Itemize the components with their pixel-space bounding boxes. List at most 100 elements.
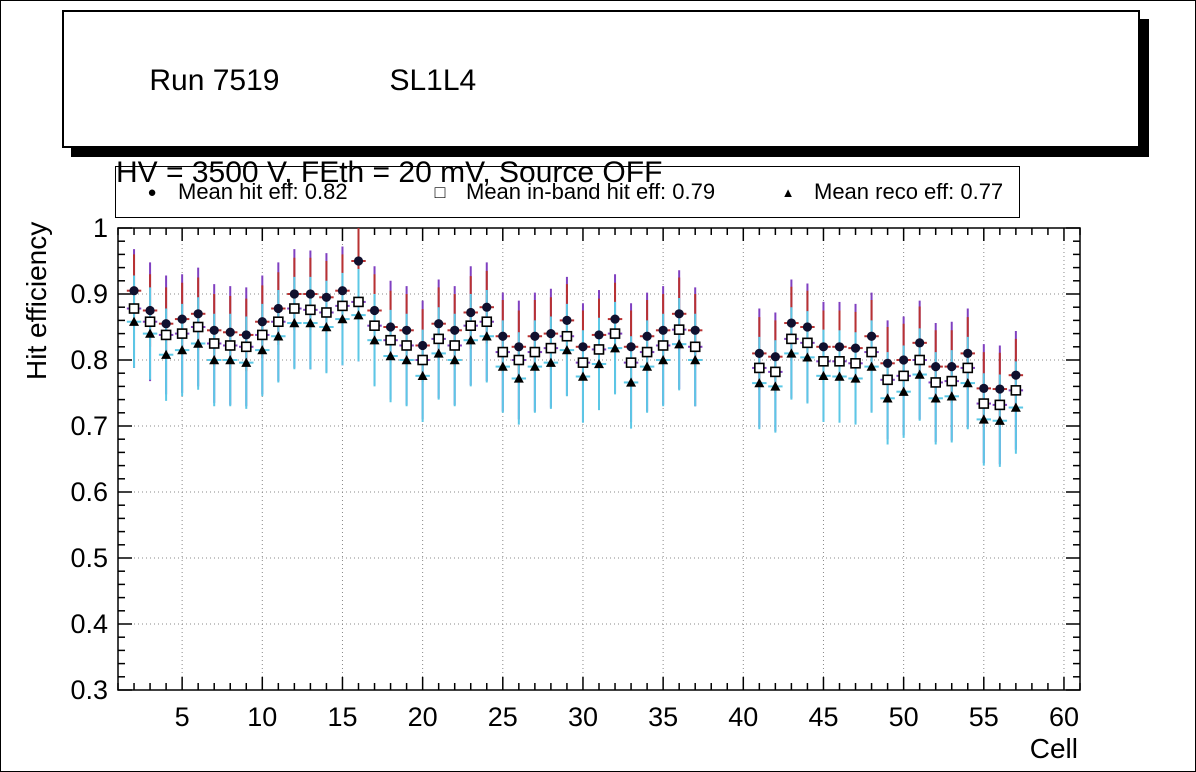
data-point-circle [770,352,780,362]
data-point-square [673,324,685,335]
data-point-triangle [898,386,909,396]
data-point-square [994,399,1006,411]
data-point-triangle [690,355,701,365]
data-point-square [1010,385,1022,396]
data-point-triangle [642,361,653,371]
data-point-triangle [930,393,941,403]
data-point-circle [385,322,396,332]
data-point-circle [899,355,909,365]
data-point-triangle [321,322,332,332]
x-tick-label: 35 [648,702,678,732]
data-point-triangle [946,391,957,401]
data-point-triangle [818,370,829,381]
data-point-circle [145,305,155,316]
data-point-triangle [273,331,284,341]
data-point-triangle [850,373,861,383]
chamber-label: SL1L4 [389,64,477,97]
data-point-circle [353,256,364,266]
data-point-circle [209,325,219,335]
data-point-triangle [529,361,540,371]
data-point-circle [434,319,444,329]
data-point-triangle [770,381,781,391]
data-point-triangle [369,335,380,345]
data-point-triangle [594,358,604,369]
data-point-triangle [1010,402,1021,412]
data-point-square [160,329,172,341]
data-point-square [866,346,877,358]
data-point-square [754,362,765,374]
data-point-square [561,330,573,342]
data-point-circle [450,325,460,335]
data-point-circle [690,325,700,335]
data-point-square [689,341,701,353]
data-point-square [224,340,236,351]
data-point-square [385,334,396,346]
x-axis-title: Cell [1030,733,1078,764]
data-point-circle [257,317,267,327]
data-point-circle [562,315,572,325]
title-box: Run 7519 SL1L4 HV = 3500 V, FEth = 20 mV,… [62,10,1140,189]
data-point-square [481,316,493,328]
data-point-square [593,344,605,355]
x-tick-label: 45 [808,702,838,732]
y-tick-label: 0.6 [70,477,108,507]
data-point-square [802,337,813,349]
data-point-triangle [449,355,460,365]
data-point-square [128,303,140,314]
data-point-triangle [658,355,669,365]
data-point-triangle [145,328,156,338]
data-point-square [144,316,156,328]
x-tick-label: 50 [889,702,919,732]
data-point-square [657,340,669,351]
data-point-triangle [545,357,556,367]
data-point-circle [610,314,620,324]
open-square-icon: □ [434,181,446,202]
data-point-triangle [417,370,428,381]
data-point-triangle [401,355,412,365]
data-point-circle [225,327,235,337]
data-point-square [930,377,942,388]
data-point-circle [530,331,540,341]
data-point-square [946,375,958,387]
data-point-circle [754,348,764,358]
data-point-square [625,357,637,368]
data-point-triangle [610,343,621,353]
data-point-circle [337,286,348,296]
data-point-triangle [289,318,300,328]
data-point-square [401,340,412,351]
data-point-circle [466,307,476,318]
x-tick-label: 20 [408,702,438,732]
title-line-1: Run 7519 SL1L4 [116,30,1138,132]
data-point-square [465,320,477,331]
data-point-triangle [257,345,268,355]
data-point-triangle [962,378,973,388]
y-tick-label: 0.5 [70,543,108,573]
data-point-circle [305,289,315,299]
data-point-circle [834,342,845,352]
filled-circle-icon: ● [147,183,157,201]
data-point-circle [947,362,957,372]
data-point-square [882,374,893,386]
data-point-square [305,304,316,316]
filled-triangle-icon: ▲ [781,184,795,200]
data-point-triangle [481,331,492,341]
data-point-circle [402,325,412,335]
data-point-circle [546,329,556,339]
data-point-circle [498,331,508,341]
legend-label-reco-eff: Mean reco eff: 0.77 [814,179,1004,204]
data-point-square [914,354,925,366]
data-point-square [240,341,252,353]
data-point-circle [995,384,1005,394]
x-tick-label: 30 [568,702,598,732]
data-point-triangle [209,355,220,365]
data-point-triangle [433,348,444,358]
data-point-circle [289,289,299,299]
data-point-square [850,357,861,369]
data-point-circle [369,305,380,316]
data-point-square [513,354,525,366]
data-point-triangle [305,318,316,328]
x-tick-label: 60 [1049,702,1079,732]
data-point-circle [177,314,187,324]
data-point-triangle [834,371,845,381]
data-point-triangle [882,393,893,403]
